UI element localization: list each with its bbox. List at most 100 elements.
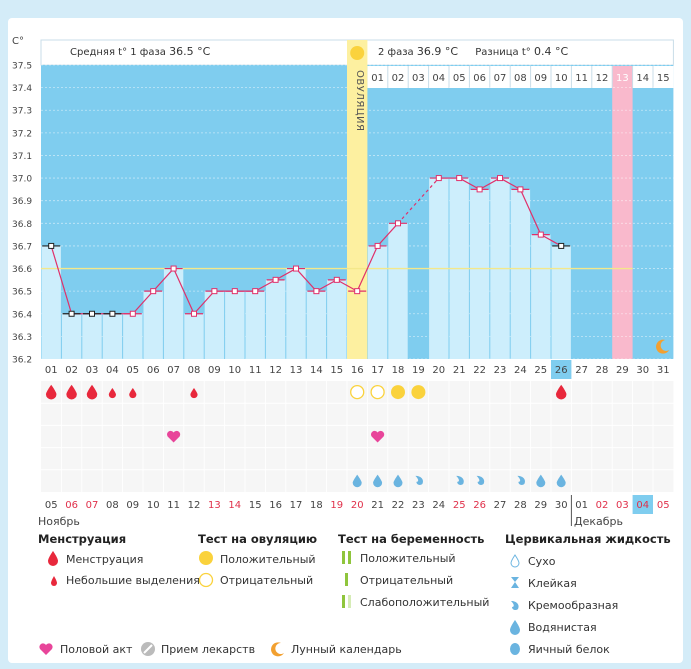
- highlight-day-cell: [551, 360, 572, 379]
- temperature-point: [354, 288, 361, 295]
- cycle-day-label: 15: [330, 365, 343, 376]
- ovulation-positive-icon: [411, 385, 426, 400]
- cycle-day-label: 20: [432, 365, 445, 376]
- temperature-line: [336, 279, 358, 292]
- temperature-point: [252, 288, 259, 295]
- date-label: 19: [330, 500, 343, 511]
- temperature-line: [152, 268, 175, 292]
- temperature-bar: [184, 313, 204, 359]
- date-label: 09: [126, 500, 139, 511]
- ovulation-label: ОВУЛЯЦИЯ: [354, 70, 365, 132]
- cycle-day-label: 29: [616, 365, 629, 376]
- phase2-day-label: 10: [555, 73, 568, 84]
- cycle-day-label: 22: [473, 365, 486, 376]
- cervical-creamy-icon: [415, 475, 424, 485]
- cervical-creamy-icon: [476, 475, 485, 485]
- date-label: 15: [249, 500, 262, 511]
- phase2-summary: 2 фаза 36.9 °C Разница t° 0.4 °C: [378, 45, 568, 58]
- cycle-day-label: 24: [514, 365, 527, 376]
- spotting-icon: [51, 576, 57, 586]
- legend-pregnancy-title: Тест на беременность: [338, 532, 485, 546]
- date-label: 01: [575, 500, 588, 511]
- legend-cervical-title: Цервикальная жидкость: [505, 532, 671, 546]
- temperature-bar: [225, 291, 245, 359]
- menstruation-icon: [48, 551, 58, 566]
- phase2-day-label: 11: [575, 73, 588, 84]
- pregnancy-positive-icon: [342, 551, 351, 564]
- date-label: 27: [494, 500, 507, 511]
- legend-pregnancy-weak: Слабоположительный: [360, 596, 490, 609]
- phase2-day-row-cover: [367, 66, 674, 88]
- phase2-day-label: 02: [392, 73, 405, 84]
- temperature-bar: [265, 279, 286, 359]
- temperature-point: [497, 175, 503, 182]
- date-label: 03: [616, 500, 629, 511]
- ovulation-negative-icon: [350, 384, 365, 400]
- temperature-bar: [286, 268, 306, 359]
- cycle-day-label: 01: [45, 365, 58, 376]
- temperature-bar: [469, 189, 490, 359]
- temperature-point: [272, 276, 279, 283]
- menstruation-icon: [555, 384, 567, 400]
- phase2-day-label: 09: [534, 73, 547, 84]
- legend-cervical-creamy: Кремообразная: [528, 599, 619, 612]
- temperature-point: [313, 288, 320, 295]
- cycle-day-label: 14: [310, 365, 323, 376]
- temperature-point: [517, 186, 524, 193]
- date-label: 02: [596, 500, 609, 511]
- spotting-icon: [190, 388, 198, 399]
- temperature-line-dashed: [397, 177, 440, 224]
- legend-menstruation-title: Менструация: [38, 532, 127, 546]
- temperature-line: [275, 268, 297, 281]
- cycle-day-label: 02: [65, 365, 78, 376]
- date-label: 23: [412, 500, 425, 511]
- symbol-grid: [41, 381, 674, 492]
- temperature-point: [537, 231, 544, 238]
- month-december: Декабрь: [574, 515, 623, 528]
- cycle-day-label: 19: [412, 365, 425, 376]
- date-label: 28: [514, 500, 527, 511]
- date-label: 04: [636, 500, 649, 511]
- cycle-day-label: 16: [351, 365, 364, 376]
- temperature-line: [295, 268, 317, 292]
- date-label: 24: [432, 500, 445, 511]
- legend-ovulation-positive: Положительный: [220, 553, 316, 566]
- intercourse-icon: [370, 430, 385, 443]
- ovulation-positive-icon: [199, 551, 213, 565]
- cycle-day-label: 05: [126, 365, 139, 376]
- date-label: 18: [310, 500, 323, 511]
- legend-ovulation-title: Тест на овуляцию: [198, 532, 318, 546]
- temperature-line: [356, 245, 379, 292]
- spotting-icon: [108, 388, 117, 399]
- date-label: 05: [45, 500, 58, 511]
- legend-pregnancy-negative: Отрицательный: [360, 574, 454, 587]
- pregnancy-weak-icon: [342, 595, 351, 608]
- temperature-point: [129, 310, 136, 317]
- temperature-line: [132, 290, 154, 315]
- temperature-point: [293, 265, 299, 272]
- date-label: 08: [106, 500, 119, 511]
- temperature-bar: [306, 291, 327, 359]
- date-label: 22: [392, 500, 405, 511]
- diff-label: Разница t°: [475, 47, 531, 58]
- y-tick-label: 36.9: [12, 197, 32, 207]
- legend-medication: Прием лекарств: [161, 643, 256, 656]
- date-label: 20: [351, 500, 364, 511]
- temperature-line: [50, 245, 73, 314]
- temperature-bar: [245, 291, 265, 359]
- moon-icon: [656, 339, 670, 354]
- date-label: 11: [167, 500, 180, 511]
- cycle-day-label: 12: [269, 365, 282, 376]
- cervical-watery-icon: [393, 474, 403, 488]
- phase2-label: 2 фаза: [378, 47, 414, 58]
- temperature-point: [558, 242, 565, 249]
- pregnancy-negative-icon: [345, 573, 348, 586]
- y-tick-label: 36.6: [12, 265, 32, 275]
- phase2-day-label: 13: [616, 73, 629, 84]
- ovulation-negative-icon: [370, 384, 385, 400]
- y-tick-label: 36.7: [12, 242, 32, 252]
- cycle-day-label: 30: [636, 365, 649, 376]
- legend-cervical-eggwhite: Яичный белок: [528, 643, 610, 656]
- temperature-point: [435, 175, 442, 182]
- phase2-day-label: 08: [514, 73, 527, 84]
